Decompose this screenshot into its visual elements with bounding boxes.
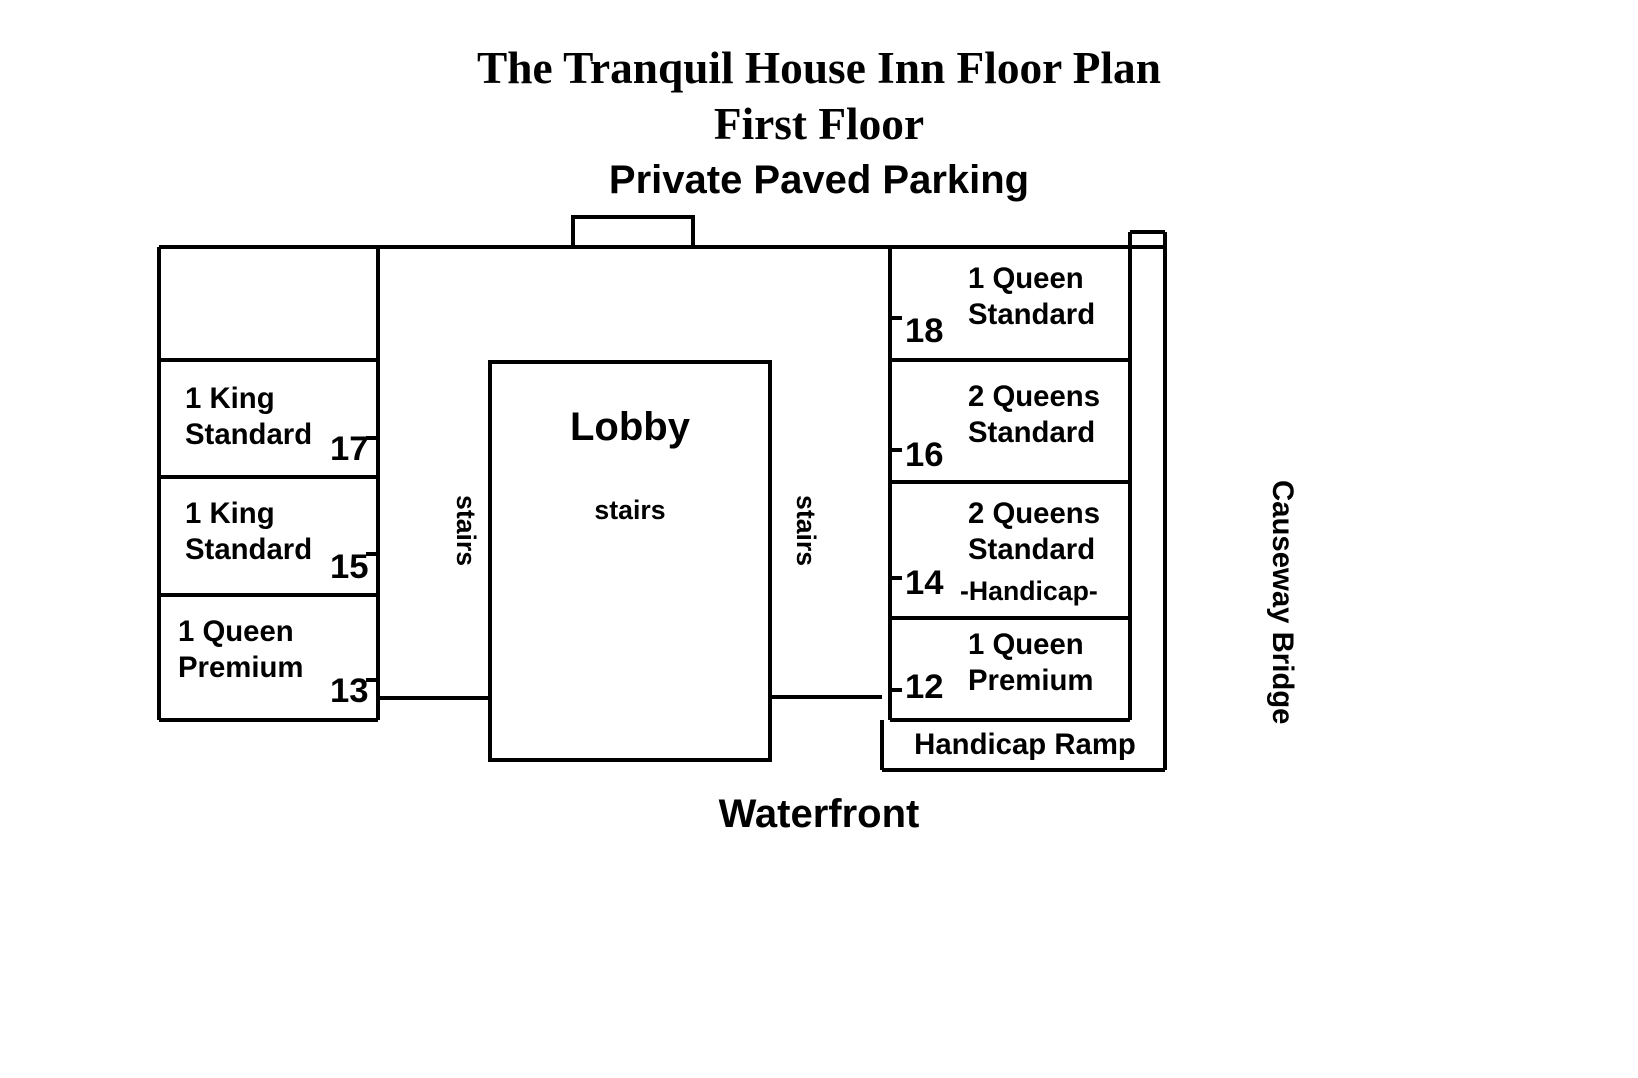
room-14-number: 14 xyxy=(905,564,944,603)
stairs-right: stairs xyxy=(790,495,821,566)
room-15-type-1: 1 King xyxy=(185,497,275,531)
room-12-number: 12 xyxy=(905,668,944,707)
room-14-type-1: 2 Queens xyxy=(968,497,1100,531)
room-16-number: 16 xyxy=(905,436,944,475)
room-12-type-1: 1 Queen xyxy=(968,628,1084,662)
room-15-type-2: Standard xyxy=(185,533,312,567)
room-15-number: 15 xyxy=(330,548,369,587)
room-17-type-2: Standard xyxy=(185,418,312,452)
room-16-type-1: 2 Queens xyxy=(968,380,1100,414)
room-13-number: 13 xyxy=(330,672,369,711)
room-13-type-2: Premium xyxy=(178,651,304,685)
room-17-type-1: 1 King xyxy=(185,382,275,416)
stairs-lobby: stairs xyxy=(490,495,770,526)
room-12-type-2: Premium xyxy=(968,664,1094,698)
room-17-number: 17 xyxy=(330,430,369,469)
lobby-label: Lobby xyxy=(490,405,770,450)
stairs-left: stairs xyxy=(450,495,481,566)
handicap-ramp-label: Handicap Ramp xyxy=(890,728,1160,762)
room-13-type-1: 1 Queen xyxy=(178,615,294,649)
room-16-type-2: Standard xyxy=(968,416,1095,450)
room-18-type-1: 1 Queen xyxy=(968,262,1084,296)
room-14-type-2: Standard xyxy=(968,533,1095,567)
room-18-number: 18 xyxy=(905,312,944,351)
room-14-type-3: -Handicap- xyxy=(960,576,1098,607)
room-18-type-2: Standard xyxy=(968,298,1095,332)
